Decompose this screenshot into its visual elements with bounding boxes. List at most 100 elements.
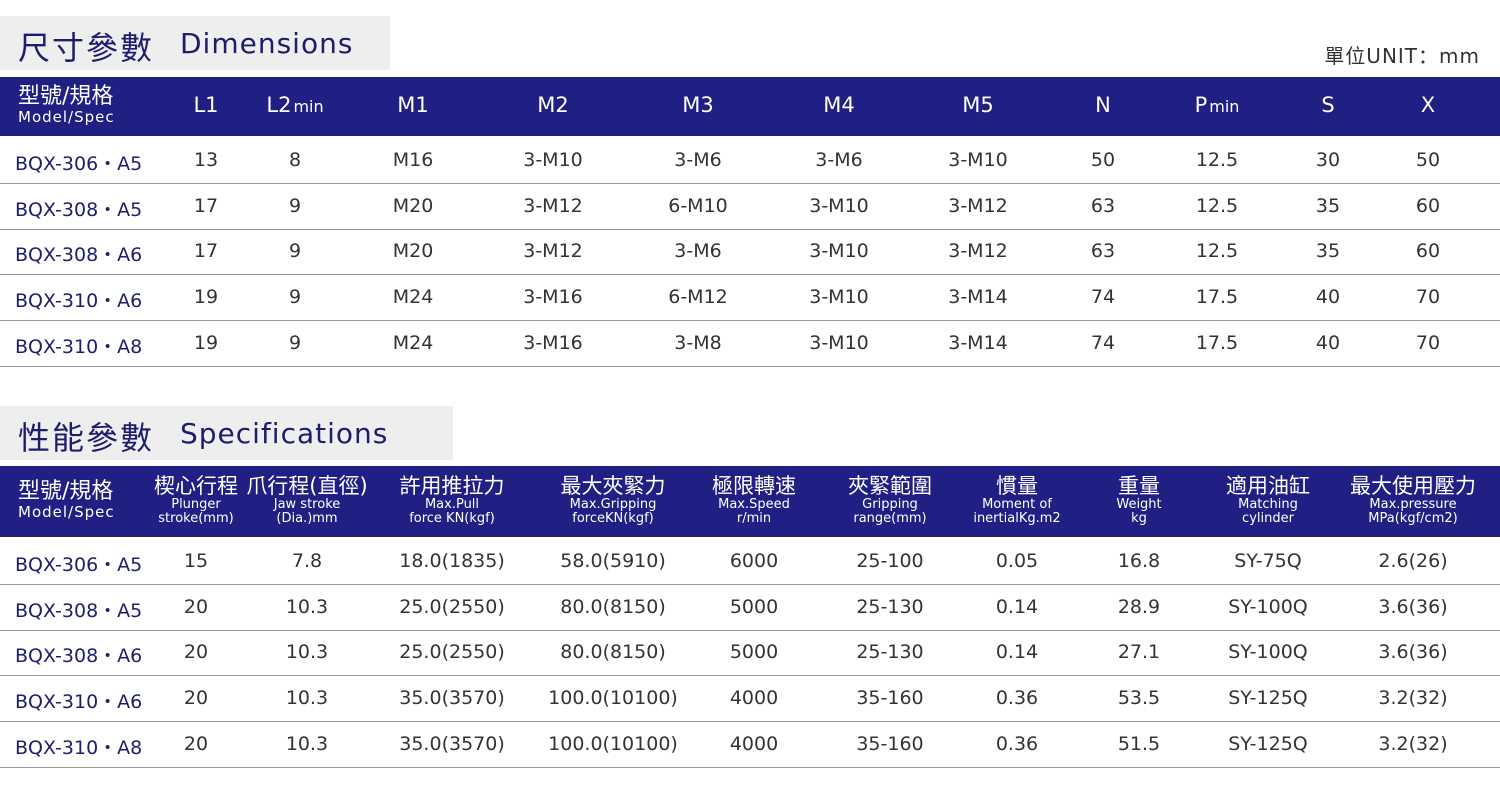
value-cell: 3-M10 — [948, 149, 1008, 171]
column-header-en1: Max.Speed — [718, 497, 790, 512]
value-cell: M20 — [392, 194, 434, 217]
value-cell: 27.1 — [1117, 641, 1161, 664]
column-header-en1: Gripping — [862, 497, 918, 512]
column-header-zh: 最大夾緊力 — [560, 474, 666, 498]
value-cell: 15 — [183, 550, 209, 572]
column-header: 夾緊範圍 Gripping range(mm) — [848, 474, 932, 526]
header-model: 型號/規格 Model/Spec — [18, 479, 115, 521]
value-cell: 60 — [1415, 240, 1441, 263]
value-cell: 28.9 — [1117, 595, 1161, 618]
value-cell: 8 — [288, 149, 302, 171]
model-cell: BQX-306・A5 — [15, 554, 143, 576]
column-header: 慣量 Moment of inertialKg.m2 — [973, 474, 1060, 526]
value-cell: 0.36 — [995, 687, 1039, 710]
column-header: M4 — [823, 93, 854, 117]
value-cell: 70 — [1415, 286, 1441, 309]
model-cell: BQX-310・A6 — [15, 290, 143, 313]
value-cell: 3.6(36) — [1378, 641, 1448, 664]
value-cell: M16 — [392, 149, 434, 171]
column-header-en1: Jaw stroke — [273, 497, 341, 512]
column-header-main: L2 — [266, 93, 292, 117]
dimensions-title-en: Dimensions — [180, 27, 354, 60]
column-header: 適用油缸 Matching cylinder — [1226, 474, 1310, 526]
value-cell: 3-M8 — [674, 331, 722, 354]
column-header: 許用推拉力 Max.Pull force KN(kgf) — [400, 474, 505, 526]
value-cell: 3.2(32) — [1378, 687, 1448, 710]
value-cell: 12.5 — [1195, 194, 1239, 217]
value-cell: 6-M10 — [668, 194, 728, 217]
column-header: L2 min — [266, 93, 323, 117]
value-cell: 3-M6 — [674, 240, 722, 263]
value-cell: 12.5 — [1195, 240, 1239, 263]
model-cell: BQX-308・A6 — [15, 645, 143, 668]
value-cell: 40 — [1315, 331, 1341, 354]
column-header-en1: Matching — [1238, 497, 1298, 512]
value-cell: 0.14 — [995, 595, 1039, 618]
column-header-en1: Plunger — [171, 497, 221, 512]
value-cell: M24 — [392, 331, 434, 354]
value-cell: 74 — [1090, 331, 1116, 354]
value-cell: SY-100Q — [1228, 641, 1308, 664]
value-cell: M20 — [392, 240, 434, 263]
table-row: BQX-310・A8 19 9 M24 3-M16 3-M8 3-M10 3-M14 74 17.… — [0, 321, 1500, 367]
column-header-main: N — [1095, 93, 1111, 117]
specifications-title-band: 性能參數 Specifications — [0, 406, 453, 460]
value-cell: 10.3 — [285, 641, 329, 664]
value-cell: SY-100Q — [1228, 595, 1308, 618]
value-cell: 35.0(3570) — [399, 732, 505, 755]
column-header-zh: 最大使用壓力 — [1350, 474, 1476, 498]
value-cell: 0.14 — [995, 641, 1039, 664]
column-header: S — [1321, 93, 1334, 117]
column-header-main: M5 — [962, 93, 994, 117]
value-cell: 0.36 — [995, 732, 1039, 755]
value-cell: 6000 — [729, 550, 779, 572]
column-header-sub: min — [1209, 97, 1240, 116]
value-cell: 17.5 — [1195, 286, 1239, 309]
model-cell: BQX-308・A5 — [15, 599, 143, 622]
value-cell: 4000 — [729, 732, 779, 755]
value-cell: 3-M6 — [674, 149, 722, 171]
unit-label: 單位UNIT：mm — [1324, 44, 1480, 68]
value-cell: 3-M6 — [815, 149, 863, 171]
column-header-en2: forceKN(kgf) — [572, 511, 654, 526]
value-cell: 51.5 — [1117, 732, 1161, 755]
value-cell: 9 — [288, 331, 302, 354]
specifications-table-header: 型號/規格 Model/Spec 楔心行程 Plunger stroke(mm) 爪行… — [0, 466, 1500, 537]
value-cell: 3-M10 — [809, 240, 869, 263]
value-cell: 3-M10 — [523, 149, 583, 171]
value-cell: SY-125Q — [1228, 687, 1308, 710]
column-header-en1: Max.pressure — [1369, 497, 1457, 512]
value-cell: 35-160 — [856, 732, 924, 755]
value-cell: 63 — [1090, 194, 1116, 217]
value-cell: 2.6(26) — [1378, 550, 1448, 572]
value-cell: 3-M10 — [809, 331, 869, 354]
column-header-en1: Weight — [1116, 497, 1162, 512]
column-header-zh: 重量 — [1117, 474, 1160, 498]
table-row: BQX-308・A5 20 10.3 25.0(2550) 80.0(8150) 5000… — [0, 585, 1500, 631]
value-cell: 16.8 — [1117, 550, 1161, 572]
column-header-en2: cylinder — [1242, 511, 1294, 526]
table-row: BQX-310・A6 20 10.3 35.0(3570) 100.0(10100) 40… — [0, 676, 1500, 723]
value-cell: 5000 — [729, 595, 779, 618]
value-cell: 70 — [1415, 331, 1441, 354]
value-cell: 20 — [183, 595, 209, 618]
column-header-en2: inertialKg.m2 — [973, 511, 1061, 526]
column-header-zh: 慣量 — [995, 474, 1038, 498]
value-cell: 35-160 — [856, 687, 924, 710]
value-cell: 30 — [1315, 149, 1341, 171]
model-cell: BQX-308・A5 — [15, 198, 143, 221]
value-cell: 10.3 — [285, 687, 329, 710]
value-cell: 58.0(5910) — [560, 550, 666, 572]
header-model-zh: 型號/規格 — [18, 479, 114, 504]
column-header: 最大夾緊力 Max.Gripping forceKN(kgf) — [561, 474, 666, 526]
column-header-main: M3 — [682, 93, 714, 117]
column-header-zh: 極限轉速 — [712, 474, 796, 498]
value-cell: 3-M10 — [809, 286, 869, 309]
column-header-en1: Moment of — [982, 497, 1052, 512]
value-cell: 5000 — [729, 641, 779, 664]
value-cell: 25-100 — [856, 550, 924, 572]
value-cell: 20 — [183, 687, 209, 710]
header-model-en: Model/Spec — [18, 108, 115, 126]
value-cell: 19 — [193, 331, 219, 354]
